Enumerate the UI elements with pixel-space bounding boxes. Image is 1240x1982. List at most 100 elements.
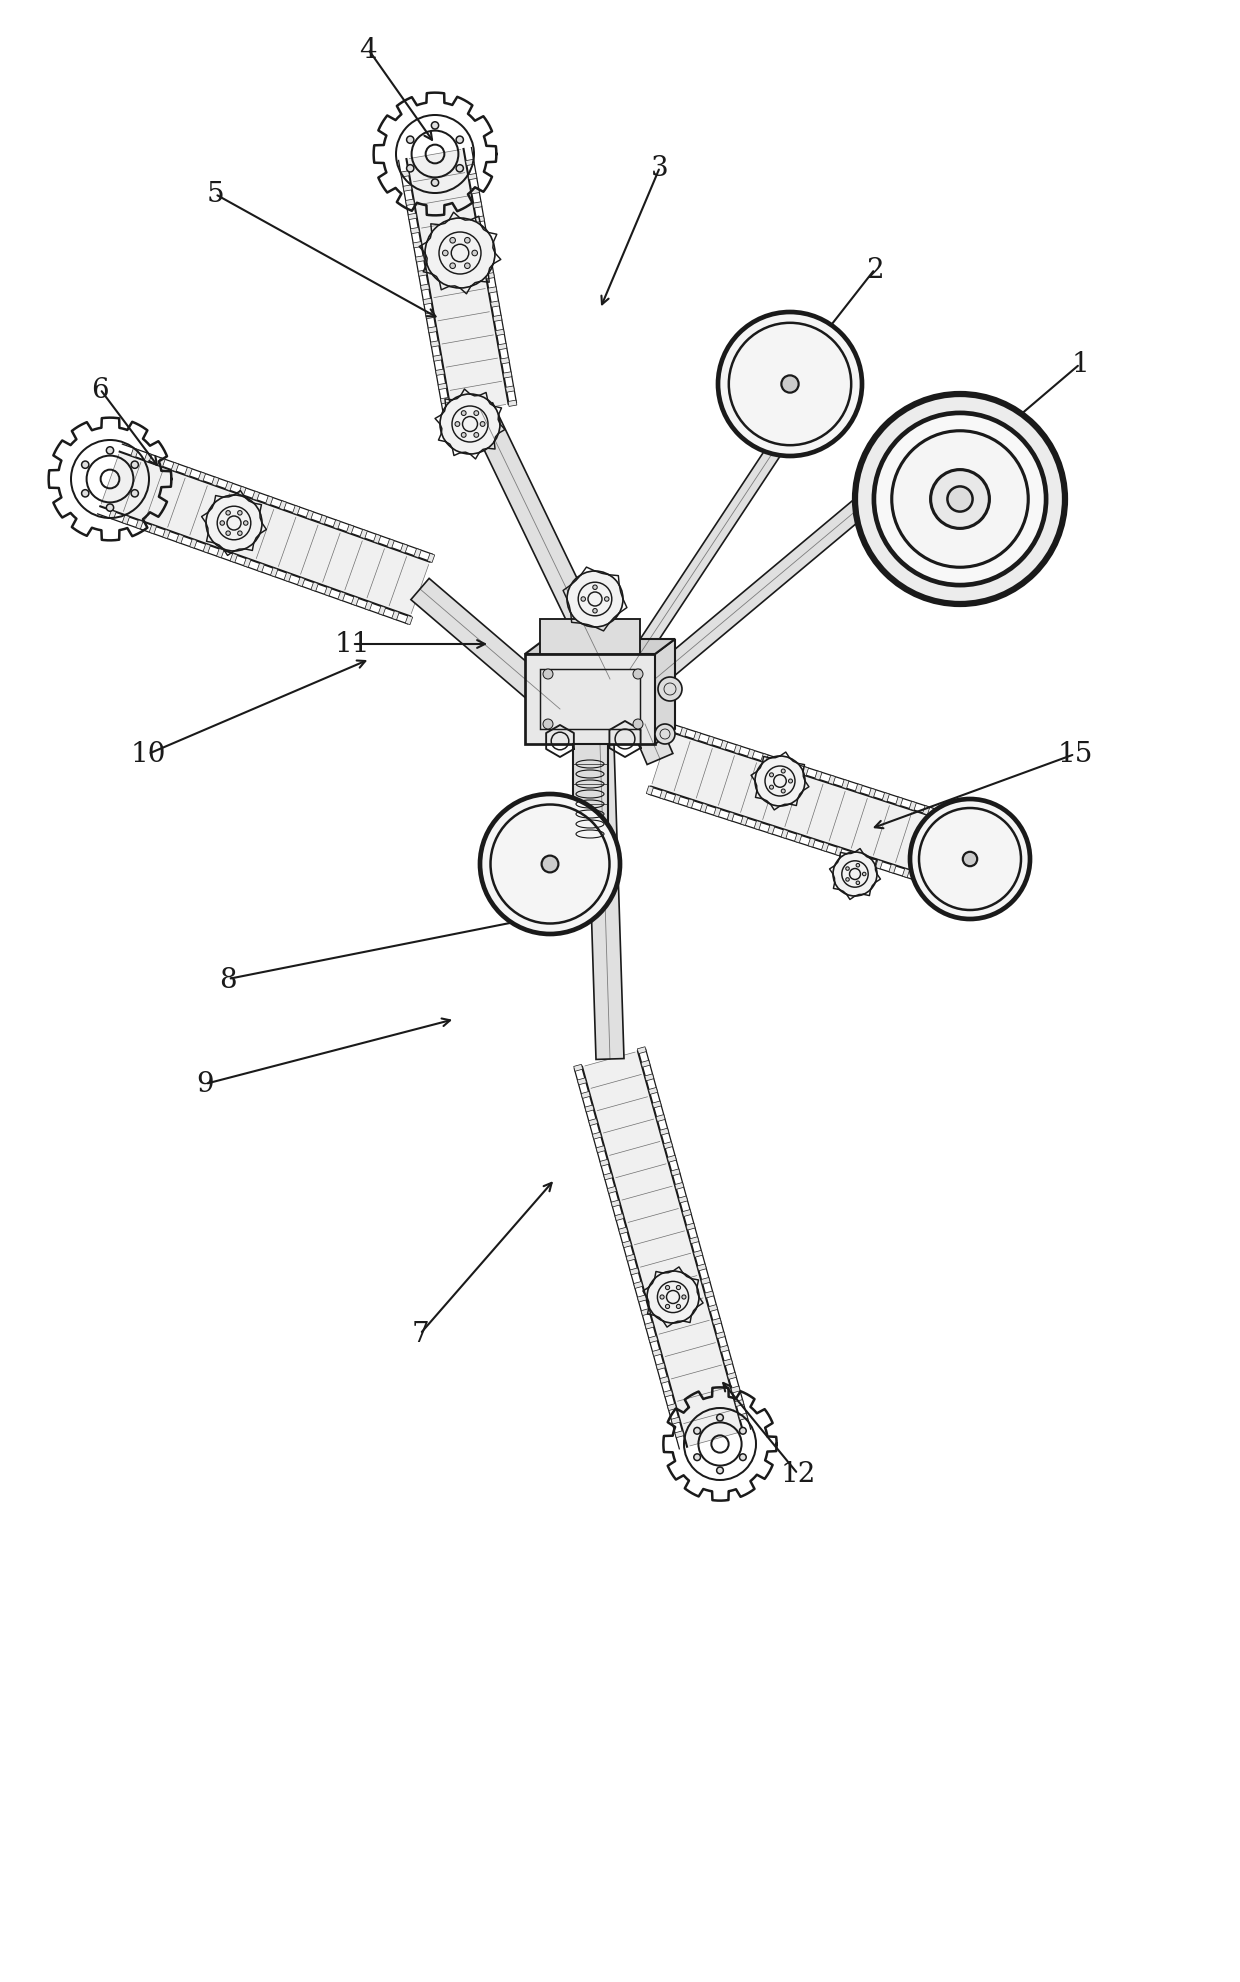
Polygon shape: [600, 1159, 609, 1167]
Polygon shape: [414, 549, 422, 559]
Polygon shape: [689, 1237, 699, 1245]
Polygon shape: [257, 563, 264, 573]
Circle shape: [863, 872, 866, 876]
Circle shape: [632, 670, 644, 680]
Polygon shape: [578, 1078, 587, 1086]
Polygon shape: [284, 573, 291, 583]
Circle shape: [846, 878, 849, 882]
Polygon shape: [645, 1322, 653, 1330]
Polygon shape: [675, 1431, 684, 1439]
Polygon shape: [655, 640, 675, 745]
Polygon shape: [135, 521, 143, 529]
Polygon shape: [923, 807, 930, 815]
Polygon shape: [428, 327, 436, 333]
Polygon shape: [869, 789, 875, 799]
Polygon shape: [649, 1336, 657, 1344]
Circle shape: [676, 1286, 681, 1290]
Circle shape: [755, 757, 805, 807]
Polygon shape: [708, 1304, 718, 1312]
Text: 8: 8: [219, 965, 237, 993]
Polygon shape: [190, 539, 197, 549]
Polygon shape: [950, 815, 957, 825]
Polygon shape: [466, 161, 475, 166]
Polygon shape: [501, 359, 510, 365]
Circle shape: [238, 511, 242, 515]
Circle shape: [856, 882, 859, 886]
Polygon shape: [649, 1088, 657, 1094]
Polygon shape: [334, 521, 341, 529]
Polygon shape: [701, 805, 707, 813]
Polygon shape: [697, 1265, 707, 1270]
Text: 12: 12: [780, 1461, 816, 1488]
Circle shape: [770, 785, 774, 789]
Polygon shape: [413, 242, 422, 250]
Text: 5: 5: [206, 182, 223, 208]
Circle shape: [440, 394, 500, 454]
Circle shape: [567, 571, 622, 628]
Circle shape: [666, 1304, 670, 1308]
Polygon shape: [217, 549, 224, 559]
Circle shape: [238, 531, 242, 537]
Polygon shape: [656, 1364, 665, 1370]
Polygon shape: [109, 511, 117, 519]
Polygon shape: [632, 719, 673, 765]
Polygon shape: [525, 654, 655, 745]
Circle shape: [781, 789, 785, 793]
Polygon shape: [671, 1417, 681, 1425]
Polygon shape: [231, 555, 237, 563]
Circle shape: [461, 412, 466, 416]
Polygon shape: [574, 1064, 583, 1072]
Circle shape: [543, 670, 553, 680]
Polygon shape: [351, 597, 358, 606]
Polygon shape: [479, 232, 487, 238]
Polygon shape: [693, 731, 701, 741]
Circle shape: [693, 1455, 701, 1461]
Polygon shape: [761, 753, 768, 763]
Polygon shape: [821, 842, 828, 852]
Polygon shape: [496, 331, 505, 337]
Circle shape: [770, 773, 774, 777]
Polygon shape: [430, 341, 439, 349]
Polygon shape: [622, 1241, 631, 1249]
Polygon shape: [401, 545, 408, 553]
Circle shape: [450, 238, 455, 244]
Polygon shape: [848, 852, 856, 860]
Polygon shape: [619, 1227, 627, 1235]
Text: 2: 2: [867, 256, 884, 283]
Polygon shape: [637, 1296, 646, 1302]
Polygon shape: [671, 1169, 680, 1175]
Polygon shape: [440, 398, 449, 404]
Polygon shape: [467, 404, 622, 686]
Polygon shape: [735, 1399, 744, 1407]
Circle shape: [131, 490, 139, 497]
Circle shape: [874, 414, 1047, 587]
Polygon shape: [626, 1255, 635, 1263]
Polygon shape: [100, 452, 430, 616]
Polygon shape: [415, 256, 424, 264]
Polygon shape: [486, 274, 495, 279]
Text: 15: 15: [1058, 741, 1092, 769]
Circle shape: [632, 719, 644, 729]
Text: 3: 3: [651, 155, 668, 182]
Polygon shape: [748, 749, 755, 759]
Circle shape: [718, 313, 862, 456]
Polygon shape: [471, 188, 480, 194]
Polygon shape: [686, 1223, 696, 1231]
Circle shape: [82, 490, 89, 497]
Polygon shape: [646, 787, 653, 795]
Polygon shape: [469, 174, 477, 180]
Polygon shape: [875, 860, 883, 870]
Polygon shape: [774, 759, 781, 767]
Text: 11: 11: [335, 630, 370, 658]
Polygon shape: [373, 535, 381, 545]
Polygon shape: [311, 583, 319, 593]
Polygon shape: [270, 569, 278, 577]
Polygon shape: [714, 809, 720, 817]
Circle shape: [456, 137, 464, 145]
Polygon shape: [503, 373, 512, 379]
Polygon shape: [862, 856, 869, 864]
Circle shape: [717, 1467, 723, 1475]
Polygon shape: [157, 458, 165, 468]
Polygon shape: [491, 301, 500, 307]
Polygon shape: [198, 474, 206, 482]
